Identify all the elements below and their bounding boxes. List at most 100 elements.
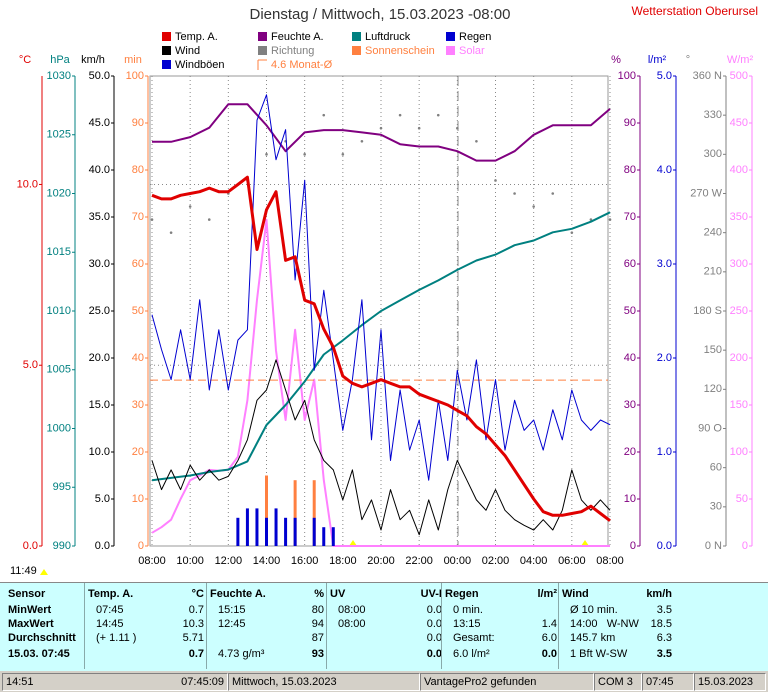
status-panel — [594, 673, 642, 691]
y-tick-label: 5.0 — [23, 359, 38, 371]
y-tick-label: 3.0 — [657, 258, 672, 270]
direction-dot — [494, 179, 497, 182]
y-tick-label: 0 N — [705, 540, 722, 552]
table-cell: 80 — [311, 604, 324, 616]
direction-dot — [456, 126, 459, 130]
direction-dot — [322, 113, 326, 117]
y-tick-label: 250 — [730, 305, 748, 317]
axis-unit: hPa — [50, 54, 70, 66]
y-tick-label: 0.0 — [23, 540, 38, 552]
table-cell: Regen — [445, 588, 479, 600]
table-cell: 07:45 — [96, 604, 124, 616]
status-panel — [2, 673, 228, 691]
legend-swatch — [446, 32, 455, 41]
legend-label: Luftdruck — [365, 31, 411, 43]
y-tick-label: 30 — [624, 399, 636, 411]
y-tick-label: 0.0 — [95, 540, 110, 552]
table-cell: (+ 1.11 ) — [96, 632, 137, 644]
table-cell: 94 — [311, 618, 324, 630]
y-tick-label: 40.0 — [89, 164, 110, 176]
direction-dot — [303, 153, 306, 156]
legend-label: Feuchte A. — [271, 31, 324, 43]
y-tick-label: 15.0 — [89, 399, 110, 411]
summary-table: Sensor MinWert MaxWert Durchschnitt 15.03. 0… — [0, 582, 768, 671]
table-cell: 0.7 — [188, 648, 204, 660]
legend-label: Richtung — [271, 45, 314, 57]
y-tick-label: 100 — [618, 70, 636, 82]
table-cell: 145.7 km — [570, 632, 616, 644]
y-tick-label: 450 — [730, 117, 748, 129]
y-tick-label: 350 — [730, 211, 748, 223]
table-cell: UV — [330, 588, 346, 600]
y-tick-label: 35.0 — [89, 211, 110, 223]
y-tick-label: 60 — [710, 462, 722, 474]
y-tick-label: 990 — [53, 540, 71, 552]
table-cell: 15.03.2023 — [698, 676, 754, 688]
direction-dot — [150, 218, 154, 221]
y-tick-label: 10 — [132, 493, 144, 505]
bar — [236, 517, 240, 546]
bar — [274, 508, 278, 546]
table-cell: 1 Bft W-SW — [570, 648, 628, 660]
y-tick-label: 50 — [624, 305, 636, 317]
y-tick-label: 70 — [132, 211, 144, 223]
legend-label: Temp. A. — [175, 31, 218, 43]
table-cell: 0.0 — [426, 632, 442, 644]
table-cell: l/m² — [537, 588, 557, 600]
bar — [265, 517, 268, 546]
y-tick-label: 1025 — [47, 129, 71, 141]
table-cell: 0 min. — [453, 604, 483, 616]
sun-marker — [349, 540, 357, 546]
x-tick-label: 22:00 — [405, 555, 433, 567]
table-cell: Temp. A. — [88, 588, 134, 600]
y-tick-label: 90 O — [698, 422, 722, 434]
table-cell: 3.5 — [656, 648, 672, 660]
y-tick-label: 0 — [742, 540, 748, 552]
x-tick-label: 02:00 — [482, 555, 510, 567]
table-cell: Gesamt: — [453, 632, 495, 644]
legend-swatch — [352, 46, 361, 55]
x-tick-label: 06:00 — [558, 555, 586, 567]
table-cell: 14:00 W-NW — [570, 618, 639, 630]
x-tick-label: 08:00 — [596, 555, 624, 567]
legend-swatch — [446, 46, 455, 55]
table-cell: 6.0 — [541, 632, 557, 644]
y-tick-label: 1010 — [47, 305, 71, 317]
y-tick-label: 5.0 — [657, 70, 672, 82]
table-cell: °C — [191, 588, 204, 600]
series-line — [151, 359, 611, 536]
legend-label: Solar — [459, 45, 485, 57]
y-tick-label: 120 — [704, 383, 722, 395]
x-tick-label: 20:00 — [367, 555, 395, 567]
legend-swatch — [162, 32, 171, 41]
table-cell: 15:15 — [218, 604, 246, 616]
table-cell: 18.5 — [650, 618, 672, 630]
axis-unit: l/m² — [648, 54, 667, 66]
table-cell: 0.0 — [426, 648, 442, 660]
legend-label: Windböen — [175, 59, 225, 71]
y-tick-label: 300 — [730, 258, 748, 270]
table-cell: MaxWert — [8, 618, 54, 630]
y-tick-label: 20 — [132, 446, 144, 458]
y-tick-label: 90 — [132, 117, 144, 129]
y-tick-label: 4.0 — [657, 164, 672, 176]
legend-swatch — [162, 60, 171, 69]
y-tick-label: 60 — [132, 258, 144, 270]
sun-marker — [581, 540, 589, 546]
y-tick-label: 25.0 — [89, 305, 110, 317]
x-tick-label: 18:00 — [329, 555, 357, 567]
y-tick-label: 20.0 — [89, 352, 110, 364]
bar — [312, 517, 316, 546]
direction-dot — [532, 205, 535, 208]
legend-label: 4.6 Monat-Ø — [271, 59, 333, 71]
y-tick-label: 30.0 — [89, 258, 110, 270]
table-cell: 6.0 l/m² — [453, 648, 490, 660]
table-cell: 87 — [311, 632, 324, 644]
legend-swatch — [258, 46, 267, 55]
y-tick-label: 30 — [132, 399, 144, 411]
y-tick-label: 50 — [736, 493, 748, 505]
y-tick-label: 360 N — [693, 70, 722, 82]
y-tick-label: 150 — [730, 399, 748, 411]
axis-unit: W/m² — [727, 54, 754, 66]
table-cell: 08:00 — [338, 604, 366, 616]
